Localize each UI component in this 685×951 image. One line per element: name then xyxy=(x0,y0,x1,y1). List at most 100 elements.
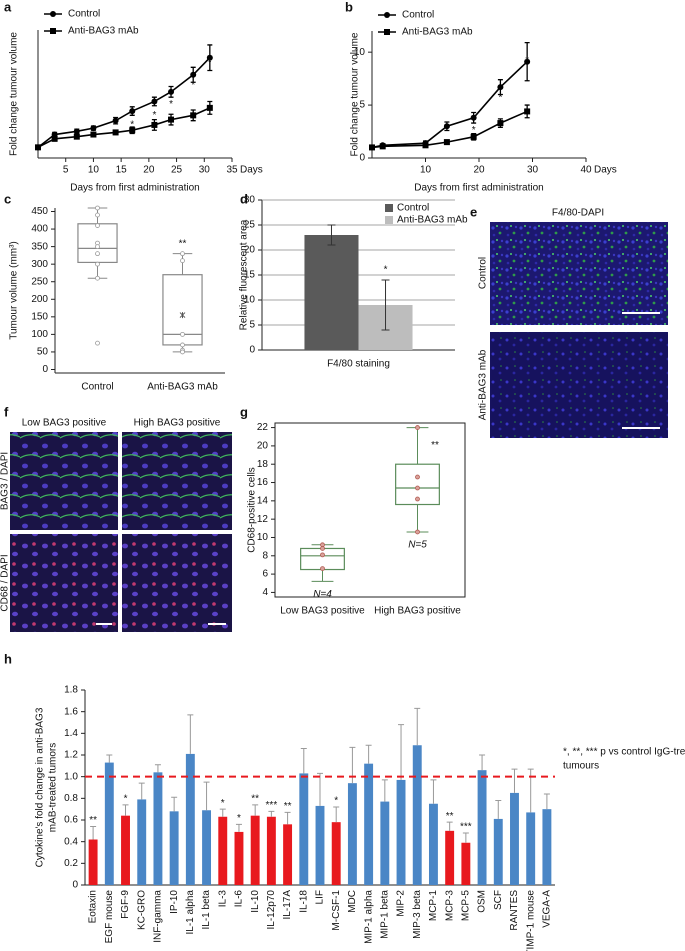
point xyxy=(95,212,100,218)
x-tick-label: MIP-2 xyxy=(396,890,407,917)
y-tick-label: 300 xyxy=(31,259,48,270)
y-tick-label: 1.4 xyxy=(64,728,78,739)
significance: * xyxy=(221,798,225,809)
marker xyxy=(470,114,477,121)
marker xyxy=(524,58,531,65)
point xyxy=(95,261,100,267)
x-tick-label: SCF xyxy=(493,890,504,910)
y-tick-label: 0 xyxy=(72,880,78,891)
x-axis-title: Days from first administration xyxy=(70,183,199,194)
series-line xyxy=(371,61,528,149)
error-bar xyxy=(300,748,307,774)
y-tick-label: 14 xyxy=(257,495,269,506)
bar xyxy=(396,779,406,885)
row-label: BAG3 / DAPI xyxy=(0,452,11,510)
image-panels: e F4/80-DAPI Control Anti-BAG3 mAb f Low… xyxy=(0,204,668,632)
significance: * xyxy=(384,265,388,276)
marker xyxy=(379,143,386,150)
y-tick-label: 20 xyxy=(244,245,256,256)
error-bar xyxy=(187,714,194,754)
marker xyxy=(422,142,429,149)
legend-label: Control xyxy=(68,9,100,20)
significance: * xyxy=(498,92,502,103)
panel-label: c xyxy=(4,191,11,206)
x-tick-label: 30 xyxy=(527,165,539,176)
legend-label: Anti-BAG3 mAb xyxy=(402,27,473,38)
bar xyxy=(153,772,163,885)
y-tick-label: 18 xyxy=(257,459,269,470)
legend-label: Anti-BAG3 mAb xyxy=(68,26,139,37)
point xyxy=(95,340,100,346)
marker xyxy=(151,98,158,105)
bar xyxy=(202,810,212,885)
y-tick-label: 100 xyxy=(31,329,48,340)
error-bar xyxy=(398,724,405,780)
significance: ** xyxy=(284,801,292,812)
series-line xyxy=(37,107,211,149)
marker xyxy=(443,139,450,146)
legend-marker xyxy=(50,28,56,34)
panel-label: g xyxy=(240,404,248,419)
x-tick-label: IL-1 alpha xyxy=(185,890,196,935)
point xyxy=(180,331,185,337)
marker xyxy=(129,108,136,115)
box xyxy=(395,463,440,506)
bar xyxy=(412,745,422,885)
mean-marker xyxy=(179,312,186,319)
error-bar xyxy=(284,811,291,825)
legend-label: Control xyxy=(402,10,434,21)
y-tick-label: 10 xyxy=(244,295,256,306)
error-bar xyxy=(122,804,129,816)
whisker xyxy=(172,253,193,353)
bar xyxy=(299,773,309,885)
error-bar xyxy=(349,746,356,784)
marker xyxy=(168,88,175,95)
y-tick-label: 5 xyxy=(359,100,365,111)
x-tick-label: INF-gamma xyxy=(153,890,164,943)
y-tick-label: 22 xyxy=(257,422,269,433)
marker xyxy=(73,128,80,135)
panel-label: a xyxy=(4,0,12,14)
marker xyxy=(151,121,158,128)
x-tick-label: FGF-9 xyxy=(120,890,131,919)
error-bar xyxy=(333,806,340,823)
x-tick-label: 40 xyxy=(580,165,592,176)
marker xyxy=(524,108,531,115)
bar xyxy=(364,763,374,885)
bar xyxy=(218,816,228,885)
marker xyxy=(206,104,213,111)
x-unit: Days xyxy=(594,165,617,176)
point xyxy=(320,566,325,572)
bar xyxy=(477,770,487,885)
error-bar xyxy=(381,279,390,331)
y-tick-label: 0.8 xyxy=(64,793,78,804)
bar xyxy=(315,805,325,885)
micrograph xyxy=(490,332,668,438)
significance: *** xyxy=(460,822,472,833)
x-tick-label: IL-6 xyxy=(234,890,245,908)
point xyxy=(415,425,420,430)
y-axis-title: Cytokine's fold change in anti-BAG3 xyxy=(35,707,46,867)
y-tick-label: 5 xyxy=(249,320,255,331)
image-title: F4/80-DAPI xyxy=(552,208,604,219)
note: tumours xyxy=(563,761,599,772)
x-tick-label: 15 xyxy=(116,165,128,176)
point xyxy=(180,251,185,257)
bar xyxy=(88,839,98,885)
y-tick-label: 0 xyxy=(42,364,48,375)
error-bar xyxy=(138,782,145,800)
error-bar xyxy=(317,772,323,806)
row-label: Control xyxy=(478,257,489,289)
marker xyxy=(369,144,375,151)
significance: * xyxy=(169,99,173,110)
row-label: CD68 / DAPI xyxy=(0,554,11,611)
y-tick-label: 6 xyxy=(262,569,268,580)
note: *, **, *** p vs control IgG-treated xyxy=(563,747,685,758)
bar xyxy=(121,815,130,885)
x-tick-label: EGF mouse xyxy=(104,890,115,944)
y-axis-title: Tumour volume (mm³) xyxy=(9,241,20,340)
error-bar xyxy=(268,810,275,817)
point xyxy=(180,342,185,348)
x-tick-label: 30 xyxy=(199,165,211,176)
y-tick-label: 8 xyxy=(262,550,268,561)
